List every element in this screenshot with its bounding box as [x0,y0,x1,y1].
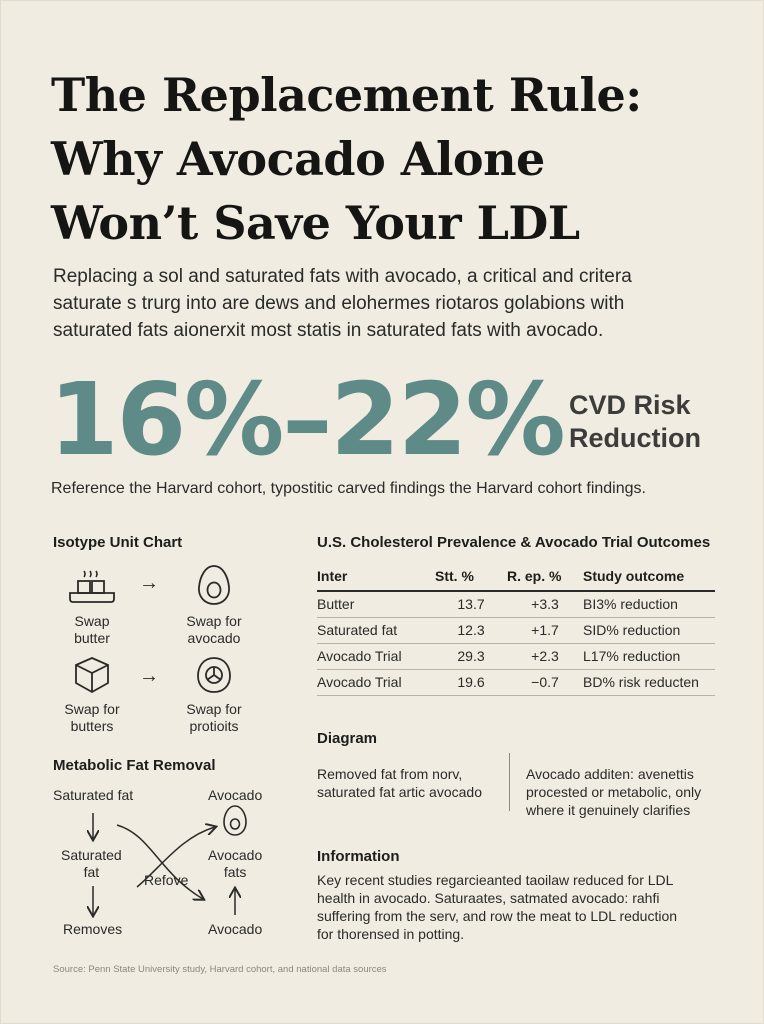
table-cell: 29.3 [435,643,507,670]
table-cell: +3.3 [507,591,583,618]
isotype-cell-label: Swap for [186,701,242,717]
flow-label-avocado-top: Avocado [208,787,263,803]
table-cell: L17% reduction [583,643,715,670]
table-cell: Avocado Trial [317,643,435,670]
title-line: The Replacement Rule: [51,68,642,122]
isotype-cell-label: avocado [187,630,241,646]
diagram-line: saturated fat artic avocado [317,784,482,800]
flow-label-saturated-fat: Saturated fat [53,787,134,803]
metabolic-heading: Metabolic Fat Removal [53,757,216,774]
isotype-cell-label: Swap for [186,613,242,629]
table-row: Butter 13.7 +3.3 BI3% reduction [317,591,715,618]
table-cell: 13.7 [435,591,507,618]
divider [509,753,510,811]
information-line: suffering from the serv, and row the mea… [317,908,678,924]
intro-line: Replacing a sol and saturated fats with … [53,266,632,287]
intro-line: saturated fats aionerxit most statis in … [53,320,604,341]
isotype-heading: Isotype Unit Chart [53,534,183,551]
column-header: Stt. % [435,567,507,592]
information-line: for thorensed in potting. [317,926,465,942]
table-cell: Avocado Trial [317,669,435,696]
diagram-left-text: Removed fat from norv, saturated fat art… [317,765,482,801]
table-cell: SID% reduction [583,617,715,644]
intro-paragraph: Replacing a sol and saturated fats with … [53,263,723,344]
table-cell: Butter [317,591,435,618]
flow-label-line: fat [83,864,100,880]
stat-label: CVD Risk Reduction [569,389,701,455]
diagram-line: procested or metabolic, only [526,784,702,800]
isotype-cell-label: butters [70,718,114,734]
metabolic-flow-diagram [41,805,247,941]
isotype-cell-avocado-slice: Swap for protioits [169,655,259,735]
butter-dish-icon [69,570,115,603]
title-line: Why Avocado Alone [51,132,545,186]
arrow-right-icon: → [139,665,159,687]
flow-label-avocado-fats: Avocado fats [208,847,262,881]
avocado-icon [223,805,247,836]
table-row: Avocado Trial 19.6 −0.7 BD% risk reducte… [317,669,715,696]
diagram-heading: Diagram [317,730,378,747]
stat-label-line: Reduction [569,423,701,453]
table-row: Saturated fat 12.3 +1.7 SID% reduction [317,617,715,644]
arrow-right-icon: → [139,572,159,594]
outcomes-table: Inter Stt. % R. ep. % Study outcome Butt… [317,567,715,696]
flow-label-line: Avocado [208,847,263,863]
table-cell: 12.3 [435,617,507,644]
diagram-right-text: Avocado additen: avenettis procested or … [526,765,701,819]
information-heading: Information [317,848,400,865]
isotype-cell-label: protioits [189,718,239,734]
flow-label-line: Saturated [61,847,122,863]
table-cell: 19.6 [435,669,507,696]
intro-line: saturate s trurg into are dews and elohe… [53,293,625,314]
table-cell: BI3% reduction [583,591,715,618]
isotype-cell-butter: Swap butter [47,567,137,647]
flow-label-removes: Removes [63,921,123,937]
page-title: The Replacement Rule: Why Avocado Alone … [51,63,731,255]
column-header: Study outcome [583,567,715,592]
isotype-cell-label: Swap for [64,701,120,717]
reference-note: Reference the Harvard cohort, typostitic… [51,480,646,497]
column-header: R. ep. % [507,567,583,592]
avocado-icon [198,565,230,605]
isotype-cell-label: butter [74,630,110,646]
column-header: Inter [317,567,435,592]
table-cell: Saturated fat [317,617,435,644]
flow-label-center: Refove [144,872,189,888]
avocado-slice-icon [197,657,231,693]
table-cell: BD% risk reducten [583,669,715,696]
table-cell: +2.3 [507,643,583,670]
information-line: Key recent studies regarcieanted taoilaw… [317,872,674,888]
diagram-line: Avocado additen: avenettis [526,766,694,782]
source-note: Source: Penn State University study, Har… [53,964,387,975]
table-row: Avocado Trial 29.3 +2.3 L17% reduction [317,643,715,670]
table-header-row: Inter Stt. % R. ep. % Study outcome [317,567,715,592]
flow-curve [116,824,203,899]
stat-value: 16%–22% [49,361,566,478]
table-cell: −0.7 [507,669,583,696]
flow-curve [136,827,215,888]
flow-label-saturated-fat-mid: Saturated fat [61,847,122,881]
isotype-cell-avocado: Swap for avocado [169,563,259,647]
information-text: Key recent studies regarcieanted taoilaw… [317,871,727,943]
isotype-cell-box: Swap for butters [47,655,137,735]
table-cell: +1.7 [507,617,583,644]
diagram-line: Removed fat from norv, [317,766,463,782]
information-line: health in avocado. Saturaates, satmated … [317,890,660,906]
box-icon [75,657,109,694]
flow-label-line: fats [223,864,247,880]
stat-label-line: CVD Risk [569,390,691,420]
diagram-line: where it genuinely clarifies [526,802,691,818]
title-line: Won’t Save Your LDL [51,196,580,250]
flow-label-avocado-bottom: Avocado [208,921,263,937]
table-heading: U.S. Cholesterol Prevalence & Avocado Tr… [317,534,711,551]
isotype-cell-label: Swap [74,613,110,629]
